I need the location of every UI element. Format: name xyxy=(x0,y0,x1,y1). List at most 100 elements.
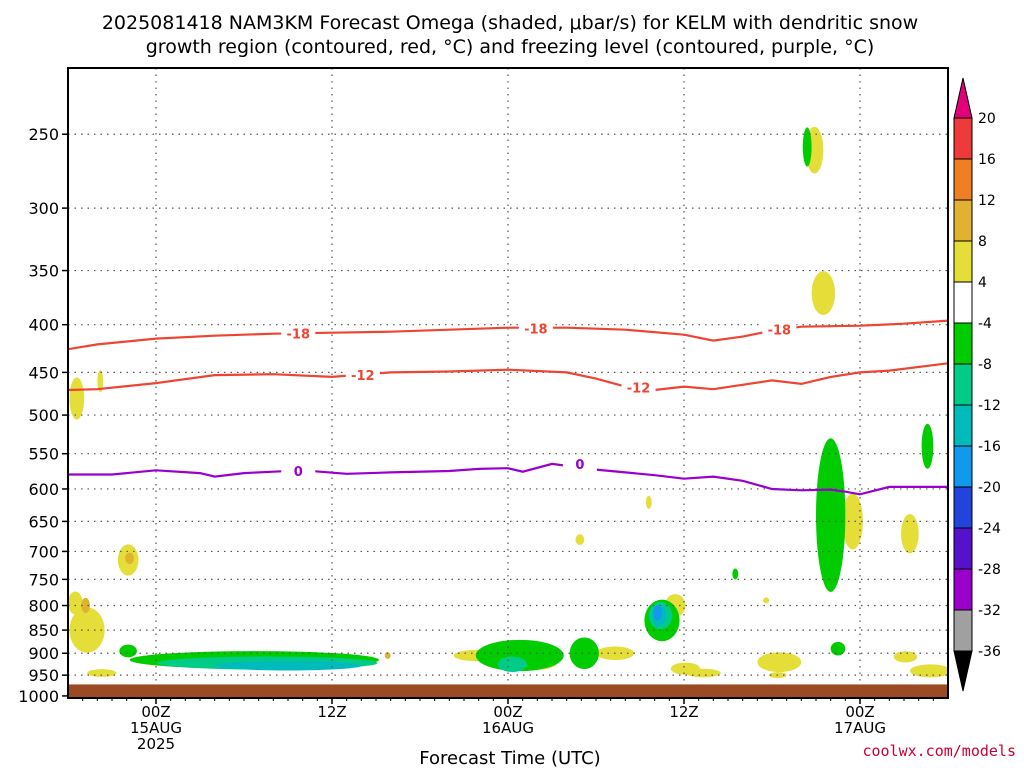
omega-colorbar: 20 16 12 8 4 -4 -8 -12 -16 -20 -24 -28 -32 -36 xyxy=(953,77,1001,692)
colorbar-swatch xyxy=(953,363,973,406)
contour-label: 0 xyxy=(294,465,303,480)
omega-shaded-area xyxy=(830,641,846,656)
colorbar-label: -32 xyxy=(978,603,1001,619)
colorbar-swatch xyxy=(953,568,973,611)
colorbar-label: -4 xyxy=(978,316,992,332)
omega-shaded-area xyxy=(893,651,918,663)
y-tick-label: 900 xyxy=(28,644,59,663)
omega-shaded-area xyxy=(645,495,652,509)
omega-shaded-area xyxy=(97,370,104,393)
colorbar-swatch xyxy=(953,281,973,324)
contour-label: -18 xyxy=(768,324,792,339)
omega-shading xyxy=(68,126,948,679)
colorbar-swatch xyxy=(953,609,973,652)
colorbar-swatch xyxy=(953,404,973,447)
omega-shaded-area xyxy=(69,377,85,420)
ground-surface xyxy=(68,684,948,698)
colorbar-swatch xyxy=(953,445,973,488)
colorbar-top-triangle xyxy=(953,77,973,119)
contour-label-background xyxy=(281,325,316,342)
contour-line xyxy=(68,462,948,496)
colorbar-swatch xyxy=(953,322,973,365)
y-tick-label: 750 xyxy=(28,570,59,589)
temperature-contours: -18 -18 -18 -12 -12 0 0 xyxy=(68,319,948,496)
contour-label: -12 xyxy=(351,369,375,384)
colorbar-swatch xyxy=(953,117,973,160)
y-tick-label: 250 xyxy=(28,125,59,144)
omega-shaded-area xyxy=(685,668,721,678)
omega-shaded-area xyxy=(475,639,564,672)
omega-shaded-area xyxy=(81,597,90,614)
contour-line xyxy=(68,319,948,351)
plot-area: -18 -18 -18 -12 -12 0 0 xyxy=(67,67,949,699)
y-tick-label: 700 xyxy=(28,542,59,561)
y-tick-label: 1000 xyxy=(18,687,59,706)
colorbar-label: -20 xyxy=(978,480,1001,496)
omega-shaded-area xyxy=(909,664,948,678)
x-tick-label: 16AUG xyxy=(482,719,534,737)
colorbar-label: -28 xyxy=(978,562,1001,578)
y-tick-label: 800 xyxy=(28,597,59,616)
x-tick-label: 12Z xyxy=(669,703,698,721)
gridlines xyxy=(68,68,948,698)
colorbar-label: -8 xyxy=(978,357,992,373)
y-tick-label: 300 xyxy=(28,199,59,218)
chart-title-line1: 2025081418 NAM3KM Forecast Omega (shaded… xyxy=(102,12,918,34)
y-tick-label: 600 xyxy=(28,480,59,499)
colorbar-label: -16 xyxy=(978,439,1001,455)
contour-label-background xyxy=(621,379,656,396)
y-tick-label: 850 xyxy=(28,621,59,640)
omega-shaded-area xyxy=(69,607,105,653)
x-tick-label: 15AUG xyxy=(130,719,182,737)
colorbar-label: -24 xyxy=(978,521,1001,537)
colorbar-swatch xyxy=(953,527,973,570)
omega-shaded-area xyxy=(384,652,391,659)
y-tick-label: 350 xyxy=(28,262,59,281)
omega-shaded-area xyxy=(842,493,863,550)
x-axis-title: Forecast Time (UTC) xyxy=(419,748,600,768)
contour-label-background xyxy=(345,367,380,384)
contour-label-background xyxy=(762,321,797,338)
colorbar-label: -12 xyxy=(978,398,1001,414)
colorbar-swatch xyxy=(953,199,973,242)
colorbar-label: 8 xyxy=(978,234,987,250)
omega-shaded-area xyxy=(763,597,770,604)
omega-shaded-area xyxy=(921,423,934,469)
y-tick-label: 450 xyxy=(28,363,59,382)
omega-shaded-area xyxy=(757,652,802,673)
contour-label-background xyxy=(281,463,316,480)
colorbar-bottom-triangle xyxy=(953,650,973,692)
contour-line xyxy=(68,362,948,392)
y-axis-ticks: 250 300 350 400 450 500 550 600 650 700 750 800 850 9… xyxy=(18,125,68,706)
colorbar-swatch xyxy=(953,158,973,201)
contour-label: -12 xyxy=(627,381,651,396)
x-tick-label: 00Z xyxy=(141,703,170,721)
x-tick-label: 00Z xyxy=(845,703,874,721)
omega-shaded-area xyxy=(653,605,662,621)
contour-label: -18 xyxy=(524,323,548,338)
contour-label: -18 xyxy=(287,328,311,343)
y-tick-label: 400 xyxy=(28,316,59,335)
credit-text: coolwx.com/models xyxy=(862,742,1016,760)
contour-label: 0 xyxy=(575,458,584,473)
colorbar-label: 4 xyxy=(978,275,987,291)
colorbar-label: -36 xyxy=(978,644,1001,660)
y-tick-label: 650 xyxy=(28,512,59,531)
colorbar-swatch xyxy=(953,240,973,283)
chart-title-line2: growth region (contoured, red, °C) and f… xyxy=(146,36,875,58)
y-tick-label: 500 xyxy=(28,406,59,425)
colorbar-label: 20 xyxy=(978,111,996,127)
omega-shaded-area xyxy=(732,568,739,580)
omega-shaded-area xyxy=(901,514,919,554)
x-tick-label: 2025 xyxy=(137,735,175,753)
omega-shaded-area xyxy=(497,656,528,673)
omega-shaded-area xyxy=(214,660,362,671)
x-tick-label: 12Z xyxy=(317,703,346,721)
omega-shaded-area xyxy=(575,534,585,546)
omega-shaded-area xyxy=(569,637,599,670)
omega-shaded-area xyxy=(811,271,836,316)
omega-shaded-area xyxy=(802,127,812,167)
omega-shaded-area xyxy=(119,644,137,658)
